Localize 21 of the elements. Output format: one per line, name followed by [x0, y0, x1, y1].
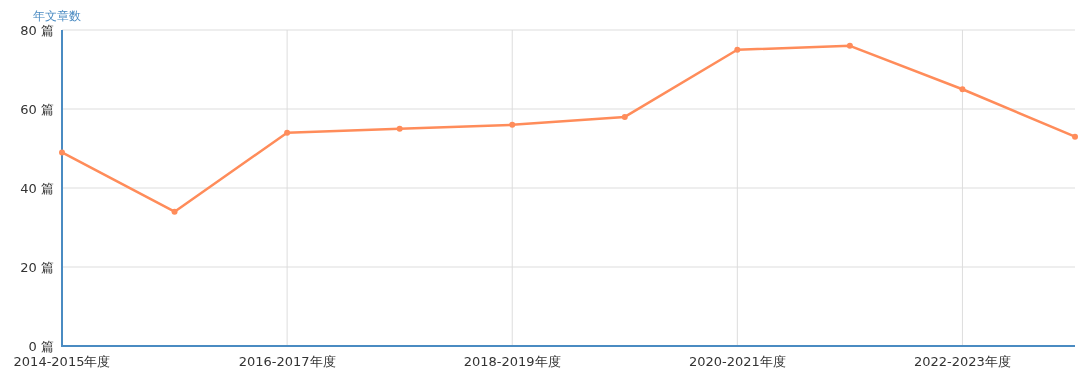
- point: [734, 46, 741, 53]
- point: [1072, 133, 1078, 140]
- point: [171, 208, 178, 215]
- x-tick-label: 2018-2019年度: [463, 354, 561, 369]
- x-tick-label: 2022-2023年度: [914, 354, 1011, 369]
- point: [396, 125, 403, 132]
- x-tick-label: 2014-2015年度: [13, 354, 111, 369]
- point: [284, 129, 291, 136]
- point: [59, 149, 65, 156]
- point: [621, 113, 628, 120]
- y-tick-label: 0 篇: [28, 339, 54, 354]
- y-tick-label: 60 篇: [20, 102, 54, 117]
- y-tick-label: 40 篇: [20, 181, 54, 196]
- x-tick-label: 2020-2021年度: [688, 354, 786, 369]
- point: [846, 42, 853, 49]
- point: [959, 86, 966, 93]
- x-tick-label: 2016-2017年度: [238, 354, 336, 369]
- y-axis-title: 年文章数: [33, 9, 81, 23]
- y-tick-label: 20 篇: [20, 260, 54, 275]
- point: [509, 121, 516, 128]
- y-tick-label: 80 篇: [20, 23, 54, 38]
